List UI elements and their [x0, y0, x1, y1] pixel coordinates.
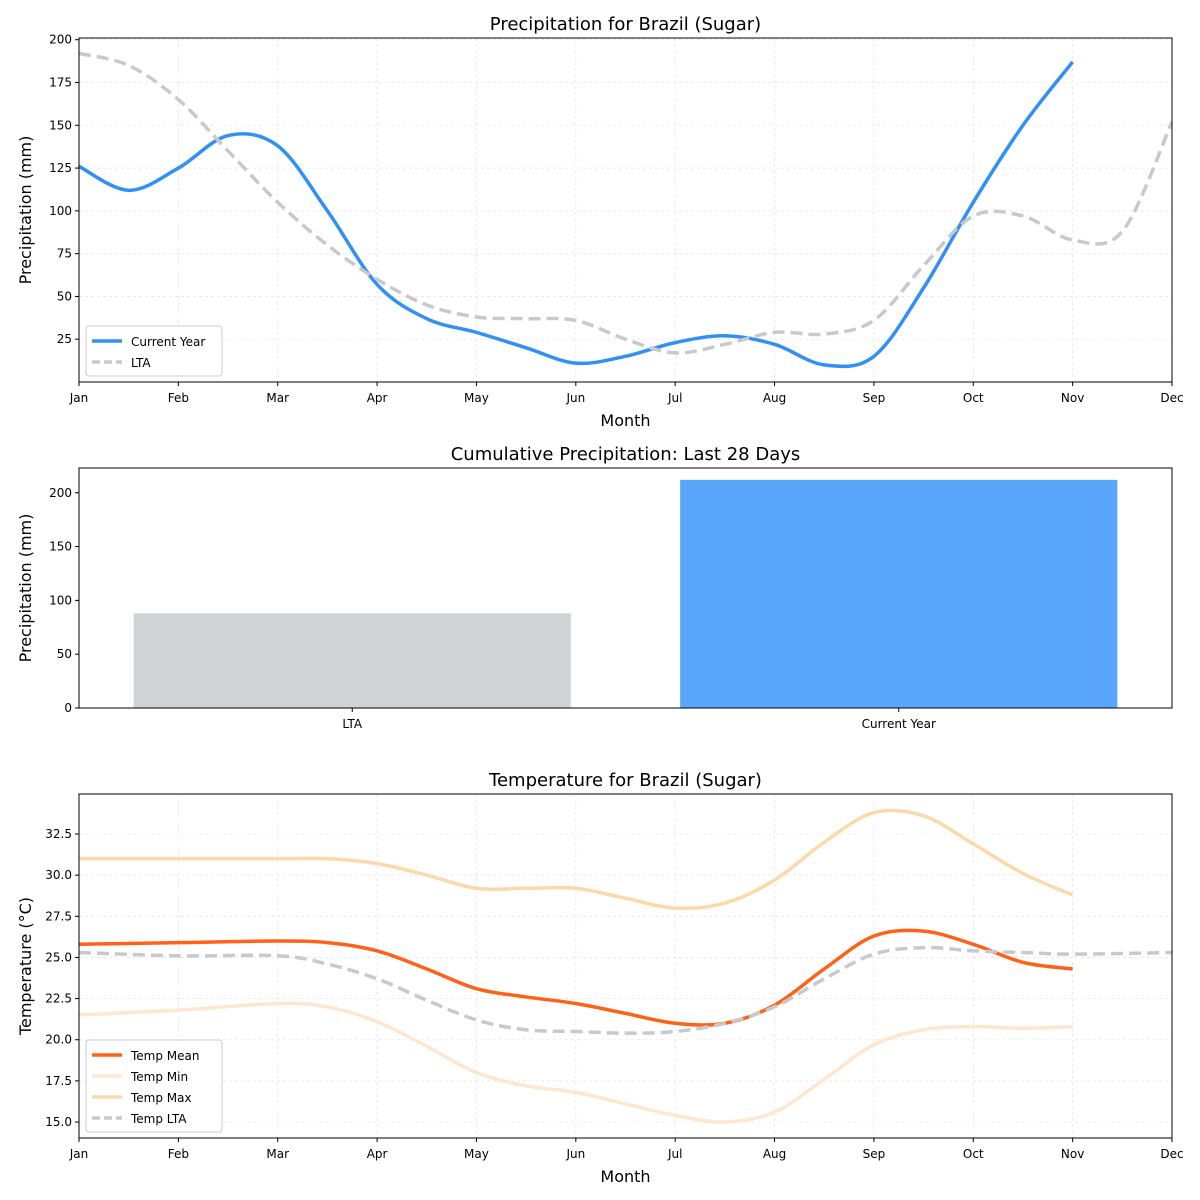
y-tick-label: 27.5	[45, 909, 72, 923]
series-line-current-year	[79, 60, 1075, 369]
y-tick-label: 32.5	[45, 827, 72, 841]
legend-label: Temp LTA	[130, 1112, 187, 1126]
y-axis-label: Temperature (°C)	[16, 897, 35, 1036]
x-axis-label: Month	[600, 411, 650, 430]
y-tick-label: 25.0	[45, 950, 72, 964]
chart-1: Cumulative Precipitation: Last 28 Days Pr…	[16, 444, 1173, 731]
x-tick-label: Nov	[1061, 391, 1084, 405]
x-tick-label: Mar	[266, 391, 289, 405]
series-line-temp-max	[79, 808, 1074, 911]
x-tick-label: Aug	[763, 1147, 786, 1161]
x-tick-label: Jun	[565, 391, 585, 405]
x-tick-label: Feb	[168, 391, 189, 405]
y-tick-label: 25	[57, 332, 72, 346]
y-tick-label: 150	[49, 118, 72, 132]
chart-2: Temperature for Brazil (Sugar) Month Tempe…	[16, 770, 1184, 1186]
y-tick-label: 30.0	[45, 868, 72, 882]
x-tick-label: Sep	[863, 391, 886, 405]
legend-box	[85, 1039, 223, 1133]
x-axis-label: Month	[600, 1167, 650, 1186]
x-tick-label: Apr	[367, 1147, 388, 1161]
axes-frame	[78, 467, 1173, 709]
y-tick-label: 125	[49, 161, 72, 175]
y-tick-label: 200	[49, 486, 72, 500]
x-tick-label: Oct	[963, 391, 984, 405]
x-tick-label: Dec	[1160, 1147, 1183, 1161]
chart-title: Cumulative Precipitation: Last 28 Days	[451, 444, 801, 465]
x-tick-label: Feb	[168, 1147, 189, 1161]
series-line-temp-lta	[79, 945, 1172, 1035]
x-tick-label: May	[464, 1147, 489, 1161]
legend-label: Current Year	[131, 335, 205, 349]
x-tick-label: May	[464, 391, 489, 405]
x-tick-label: Jan	[69, 391, 89, 405]
y-tick-label: 50	[57, 289, 72, 303]
y-tick-label: 100	[49, 204, 72, 218]
x-tick-label: Jun	[565, 1147, 585, 1161]
y-tick-label: 20.0	[45, 1033, 72, 1047]
y-axis-label: Precipitation (mm)	[16, 514, 35, 663]
y-tick-label: 22.5	[45, 992, 72, 1006]
chart-title: Temperature for Brazil (Sugar)	[488, 770, 762, 791]
x-tick-label: Apr	[367, 391, 388, 405]
legend-label: Temp Mean	[130, 1049, 200, 1063]
series-line-temp-min	[79, 1001, 1073, 1124]
legend-label: Temp Min	[130, 1070, 188, 1084]
x-tick-label: Aug	[763, 391, 786, 405]
x-tick-label: Mar	[266, 1147, 289, 1161]
x-tick-label: Jan	[69, 1147, 89, 1161]
chart-title: Precipitation for Brazil (Sugar)	[490, 14, 761, 35]
x-tick-label: Current Year	[862, 717, 936, 731]
chart-0: Precipitation for Brazil (Sugar) Month Pre…	[16, 14, 1184, 430]
axes-frame	[78, 37, 1173, 383]
y-axis-label: Precipitation (mm)	[16, 136, 35, 285]
legend-box	[85, 325, 223, 377]
x-tick-label: Sep	[863, 1147, 886, 1161]
y-tick-label: 17.5	[45, 1074, 72, 1088]
legend-label: LTA	[131, 356, 151, 370]
x-tick-label: Jul	[667, 1147, 682, 1161]
x-tick-label: Nov	[1061, 1147, 1084, 1161]
axes-frame	[78, 793, 1173, 1139]
bar-lta	[133, 613, 571, 708]
y-tick-label: 175	[49, 75, 72, 89]
legend-label: Temp Max	[130, 1091, 192, 1105]
series-line-lta	[79, 51, 1172, 355]
bar-current-year	[680, 479, 1118, 708]
x-tick-label: Oct	[963, 1147, 984, 1161]
x-tick-label: Jul	[667, 391, 682, 405]
y-tick-label: 15.0	[45, 1115, 72, 1129]
y-tick-label: 200	[49, 33, 72, 47]
y-tick-label: 75	[57, 247, 72, 261]
y-tick-label: 100	[49, 593, 72, 607]
x-tick-label: Dec	[1160, 391, 1183, 405]
x-tick-label: LTA	[342, 717, 362, 731]
y-tick-label: 150	[49, 540, 72, 554]
y-tick-label: 50	[57, 647, 72, 661]
y-tick-label: 0	[64, 701, 72, 715]
series-line-temp-mean	[79, 928, 1073, 1027]
